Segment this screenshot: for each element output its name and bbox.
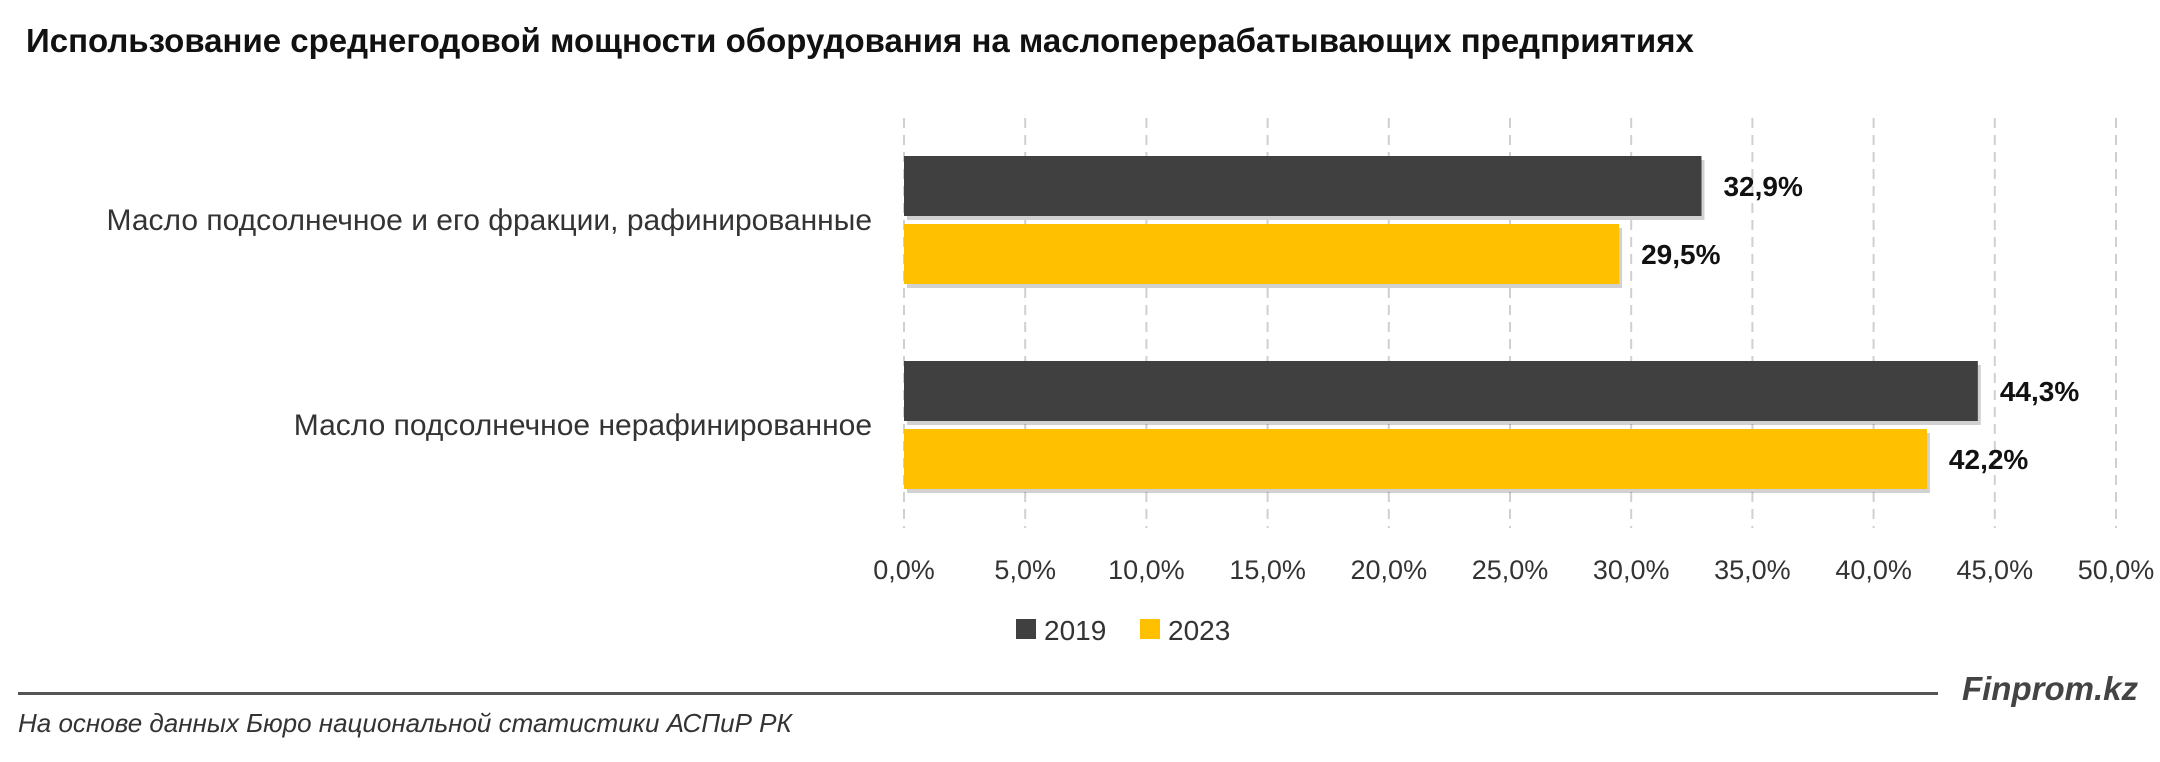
legend-swatch-2023 — [1140, 619, 1160, 639]
data-label: 29,5% — [1641, 239, 1720, 270]
chart-title: Использование среднегодовой мощности обо… — [26, 22, 1694, 59]
category-label: Масло подсолнечное нерафинированное — [294, 409, 872, 442]
bars: 32,9% 29,5% 44,3% 42,2% — [904, 156, 2079, 493]
data-label: 44,3% — [2000, 376, 2079, 407]
x-tick-label: 20,0% — [1351, 555, 1428, 585]
category-labels: Масло подсолнечное и его фракции, рафини… — [107, 204, 872, 442]
legend-label-2019: 2019 — [1044, 615, 1106, 646]
x-tick-label: 40,0% — [1835, 555, 1912, 585]
bar-2023 — [904, 429, 1927, 489]
bar-2023 — [904, 224, 1620, 284]
data-label: 42,2% — [1949, 444, 2028, 475]
category-label: Масло подсолнечное и его фракции, рафини… — [107, 204, 872, 237]
x-tick-label: 5,0% — [994, 555, 1056, 585]
legend-swatch-2019 — [1016, 619, 1036, 639]
bar-2019 — [904, 156, 1702, 216]
legend: 2019 2023 — [1016, 615, 1230, 646]
x-tick-label: 25,0% — [1472, 555, 1549, 585]
x-tick-label: 30,0% — [1593, 555, 1670, 585]
x-tick-label: 15,0% — [1229, 555, 1306, 585]
bar-2019 — [904, 361, 1978, 421]
x-tick-label: 45,0% — [1957, 555, 2034, 585]
brand-logo-text: Finprom.kz — [1961, 670, 2138, 707]
x-tick-label: 50,0% — [2078, 555, 2155, 585]
source-note: На основе данных Бюро национальной стати… — [18, 708, 792, 738]
footer-divider — [18, 692, 1938, 695]
bar-chart: 32,9% 29,5% 44,3% 42,2% 0,0% 5,0% 10,0% 15,0% 2… — [107, 118, 2154, 646]
x-tick-label: 10,0% — [1108, 555, 1185, 585]
data-label: 32,9% — [1723, 171, 1802, 202]
x-tick-label: 35,0% — [1714, 555, 1791, 585]
legend-label-2023: 2023 — [1168, 615, 1230, 646]
x-axis-ticks: 0,0% 5,0% 10,0% 15,0% 20,0% 25,0% 30,0% 35,0% 40… — [873, 555, 2154, 585]
x-tick-label: 0,0% — [873, 555, 935, 585]
